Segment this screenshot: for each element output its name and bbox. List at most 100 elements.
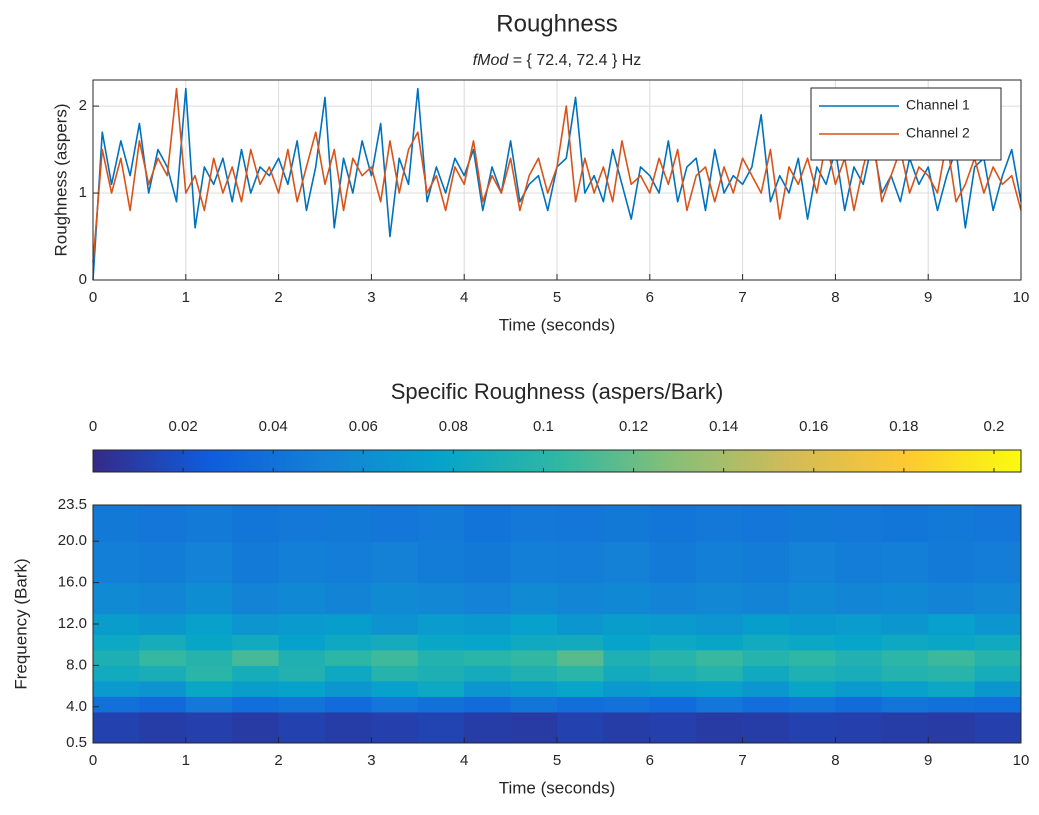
heatmap-cell — [510, 680, 558, 697]
heatmap-cell — [789, 541, 836, 584]
x-tick-label: 0 — [89, 752, 97, 769]
heatmap-cell — [510, 696, 558, 713]
heatmap-cell — [742, 680, 790, 697]
heatmap-cell — [649, 665, 697, 682]
heatmap-cell — [928, 505, 976, 542]
heatmap-cell — [325, 613, 372, 635]
x-tick-label: 1 — [182, 289, 190, 306]
heatmap-cell — [881, 613, 929, 635]
heatmap-cell — [881, 505, 929, 542]
heatmap-cell — [835, 505, 883, 542]
heatmap-cell — [649, 696, 697, 713]
heatmap-cell — [93, 634, 140, 651]
x-tick-label: 3 — [367, 752, 375, 769]
heatmap-cell — [139, 649, 187, 666]
heatmap-cell — [417, 696, 465, 713]
heatmap-cell — [139, 541, 187, 584]
heatmap-cell — [371, 582, 419, 615]
heatmap-cell — [881, 680, 929, 697]
heatmap-cell — [510, 582, 558, 615]
legend-box — [810, 87, 1002, 161]
heatmap-cell — [371, 649, 419, 666]
heatmap-cell — [510, 665, 558, 682]
x-tick-label: 9 — [924, 752, 932, 769]
heatmap-cell — [185, 696, 233, 713]
heatmap-cell — [881, 696, 929, 713]
heatmap-cell — [835, 634, 883, 651]
heatmap-cell — [603, 541, 651, 584]
heatmap-cell — [510, 634, 558, 651]
heatmap-cell — [603, 711, 651, 744]
x-tick-label: 7 — [738, 289, 746, 306]
x-tick-label: 8 — [831, 289, 839, 306]
heatmap-cell — [928, 613, 976, 635]
heatmap-cell — [371, 680, 419, 697]
heatmap-cell — [464, 711, 512, 744]
heatmap-cell — [649, 505, 697, 542]
heatmap-cell — [371, 505, 419, 542]
heatmap-cell — [649, 541, 697, 584]
chart-subtitle: fMod = { 72.4, 72.4 } Hz — [473, 52, 642, 69]
chart-title: Roughness — [496, 10, 617, 37]
heatmap-cell — [93, 649, 140, 666]
heatmap-cell — [974, 634, 1022, 651]
heatmap-cell — [93, 541, 140, 584]
heatmap-cell — [417, 634, 465, 651]
x-tick-label: 4 — [460, 289, 468, 306]
x-tick-label: 4 — [460, 752, 468, 769]
heatmap-cell — [649, 680, 697, 697]
colorbar-tick-label: 0.1 — [533, 418, 554, 435]
heatmap-cell — [696, 696, 744, 713]
heatmap-cell — [603, 613, 651, 635]
heatmap-cell — [325, 680, 372, 697]
heatmap-cell — [278, 680, 326, 697]
heatmap-cell — [696, 505, 744, 542]
heatmap-cell — [93, 696, 140, 713]
heatmap-cell — [928, 711, 976, 744]
heatmap-cell — [974, 505, 1022, 542]
heatmap-cell — [696, 680, 744, 697]
heatmap-cell — [974, 649, 1022, 666]
heatmap-cell — [232, 505, 280, 542]
heatmap-cell — [139, 696, 187, 713]
heatmap-cell — [557, 582, 604, 615]
heatmap-cell — [417, 649, 465, 666]
heatmap-cell — [232, 696, 280, 713]
heatmap-cell — [789, 680, 836, 697]
y-tick-label: 0.5 — [66, 734, 87, 751]
heatmap-cell — [928, 541, 976, 584]
heatmap-cell — [139, 613, 187, 635]
heatmap-cell — [881, 711, 929, 744]
heatmap-cell — [789, 665, 836, 682]
colorbar — [92, 449, 1022, 473]
heatmap-cell — [835, 582, 883, 615]
heatmap-cell — [928, 665, 976, 682]
heatmap-cell — [325, 582, 372, 615]
heatmap-cell — [881, 665, 929, 682]
heatmap-cell — [696, 665, 744, 682]
heatmap-cell — [417, 505, 465, 542]
x-tick-label: 10 — [1013, 752, 1030, 769]
heatmap-cell — [185, 665, 233, 682]
heatmap-cell — [139, 582, 187, 615]
heatmap-cell — [464, 696, 512, 713]
heatmap-cell — [93, 582, 140, 615]
x-tick-label: 7 — [738, 752, 746, 769]
heatmap-cell — [464, 613, 512, 635]
heatmap-cell — [557, 665, 604, 682]
heatmap-cell — [325, 634, 372, 651]
heatmap-cell — [510, 613, 558, 635]
heatmap-cell — [603, 505, 651, 542]
heatmap-cell — [371, 711, 419, 744]
heatmap-cell — [139, 665, 187, 682]
heatmap-cell — [464, 541, 512, 584]
heatmap-cell — [278, 634, 326, 651]
heatmap-cell — [881, 541, 929, 584]
heatmap-cell — [93, 665, 140, 682]
heatmap-cell — [185, 613, 233, 635]
heatmap-cell — [93, 711, 140, 744]
x-tick-label: 2 — [274, 289, 282, 306]
y-tick-label: 4.0 — [66, 698, 87, 715]
colorbar-tick-label: 0.02 — [168, 418, 197, 435]
heatmap-cell — [835, 541, 883, 584]
